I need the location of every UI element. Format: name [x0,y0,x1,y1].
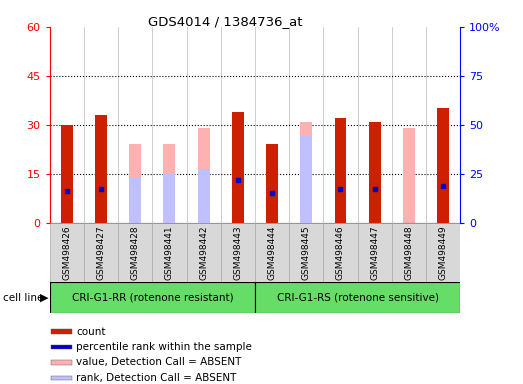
Text: GSM498441: GSM498441 [165,226,174,280]
Bar [51,345,72,349]
Text: cell line: cell line [3,293,43,303]
Bar [323,223,358,282]
Bar [198,170,210,223]
Text: percentile rank within the sample: percentile rank within the sample [76,342,252,352]
Text: GDS4014 / 1384736_at: GDS4014 / 1384736_at [147,15,302,28]
Bar [50,282,255,313]
Bar [300,121,312,223]
Bar [255,282,460,313]
Text: GSM498428: GSM498428 [131,226,140,280]
Bar [403,128,415,223]
Text: GSM498426: GSM498426 [62,226,71,280]
Bar [129,144,141,223]
Bar [95,115,107,223]
Bar [221,223,255,282]
Bar [289,223,323,282]
Bar [255,223,289,282]
Bar [335,118,346,223]
Text: GSM498443: GSM498443 [233,226,242,280]
Bar [369,121,381,223]
Bar [61,125,73,223]
Text: GSM498444: GSM498444 [268,226,277,280]
Text: GSM498445: GSM498445 [302,226,311,280]
Bar [164,174,175,223]
Text: GSM498427: GSM498427 [97,226,106,280]
Text: CRI-G1-RS (rotenone sensitive): CRI-G1-RS (rotenone sensitive) [277,293,439,303]
Bar [392,223,426,282]
Text: ▶: ▶ [40,293,49,303]
Bar [164,144,175,223]
Bar [51,329,72,334]
Bar [51,376,72,380]
Bar [50,223,84,282]
Text: CRI-G1-RR (rotenone resistant): CRI-G1-RR (rotenone resistant) [72,293,233,303]
Bar [152,223,187,282]
Bar [426,223,460,282]
Text: GSM498449: GSM498449 [439,226,448,280]
Text: GSM498446: GSM498446 [336,226,345,280]
Bar [232,112,244,223]
Text: GSM498442: GSM498442 [199,226,208,280]
Bar [129,177,141,223]
Text: count: count [76,326,106,337]
Bar [118,223,152,282]
Bar [51,360,72,365]
Text: GSM498448: GSM498448 [404,226,413,280]
Bar [437,109,449,223]
Bar [198,128,210,223]
Bar [358,223,392,282]
Bar [187,223,221,282]
Text: rank, Detection Call = ABSENT: rank, Detection Call = ABSENT [76,373,236,383]
Text: value, Detection Call = ABSENT: value, Detection Call = ABSENT [76,358,242,367]
Bar [300,135,312,223]
Text: GSM498447: GSM498447 [370,226,379,280]
Bar [266,144,278,223]
Bar [84,223,118,282]
